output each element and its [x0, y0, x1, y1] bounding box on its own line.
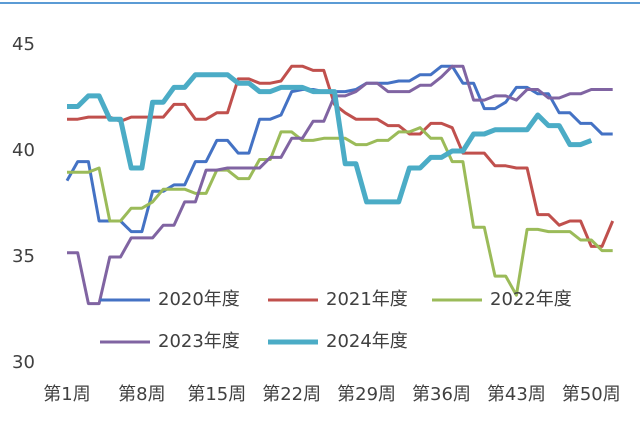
x-tick-label: 第22周: [262, 384, 321, 405]
series-line: [67, 72, 593, 205]
y-tick-label: 35: [12, 246, 35, 267]
x-tick-label: 第8周: [118, 384, 165, 405]
series-line: [67, 64, 613, 306]
series-line: [67, 126, 613, 297]
x-tick-label: 第29周: [337, 384, 396, 405]
y-tick-label: 30: [12, 352, 35, 373]
series-line: [65, 64, 613, 234]
y-tick-label: 40: [12, 140, 35, 161]
x-tick-label: 第36周: [412, 384, 471, 405]
y-tick-label: 45: [12, 34, 35, 55]
x-tick-label: 第50周: [562, 384, 621, 405]
series-line: [67, 64, 615, 248]
legend-label: 2023年度: [158, 331, 240, 352]
legend-label: 2022年度: [490, 289, 572, 310]
legend-label: 2020年度: [158, 289, 240, 310]
x-tick-label: 第1周: [43, 384, 90, 405]
legend-label: 2024年度: [326, 331, 408, 352]
legend-label: 2021年度: [326, 289, 408, 310]
x-tick-label: 第43周: [487, 384, 546, 405]
x-tick-label: 第15周: [187, 384, 246, 405]
